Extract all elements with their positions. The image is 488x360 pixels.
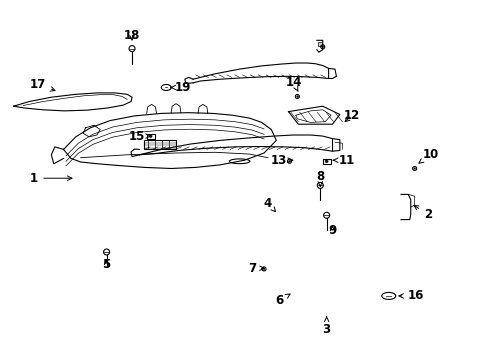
Circle shape [288,161,290,162]
Circle shape [149,135,152,138]
Circle shape [413,168,415,169]
Polygon shape [14,93,132,111]
Text: 2: 2 [413,206,431,221]
Text: 14: 14 [285,76,301,91]
Text: 15: 15 [128,130,150,143]
Circle shape [325,160,327,163]
Text: 12: 12 [343,109,360,122]
Polygon shape [288,106,339,124]
Text: 6: 6 [275,294,289,307]
Circle shape [263,268,264,270]
Text: 7: 7 [247,262,264,275]
Text: 3: 3 [322,317,330,336]
Circle shape [321,46,323,48]
Text: 13: 13 [270,154,292,167]
Text: 1: 1 [30,172,72,185]
Bar [317,42,321,45]
Text: 18: 18 [123,29,140,42]
Text: 4: 4 [264,197,275,212]
Polygon shape [139,135,332,155]
Text: 9: 9 [328,224,336,237]
Bar [146,134,154,139]
Polygon shape [193,63,328,83]
Polygon shape [63,113,276,168]
Bar [144,140,176,149]
Text: 8: 8 [316,170,324,186]
Text: 17: 17 [30,78,55,91]
Text: 19: 19 [171,81,190,94]
Text: 16: 16 [398,289,423,302]
Text: 11: 11 [333,154,355,167]
Text: 5: 5 [102,258,110,271]
Bar [322,159,330,164]
Text: 10: 10 [418,148,438,163]
